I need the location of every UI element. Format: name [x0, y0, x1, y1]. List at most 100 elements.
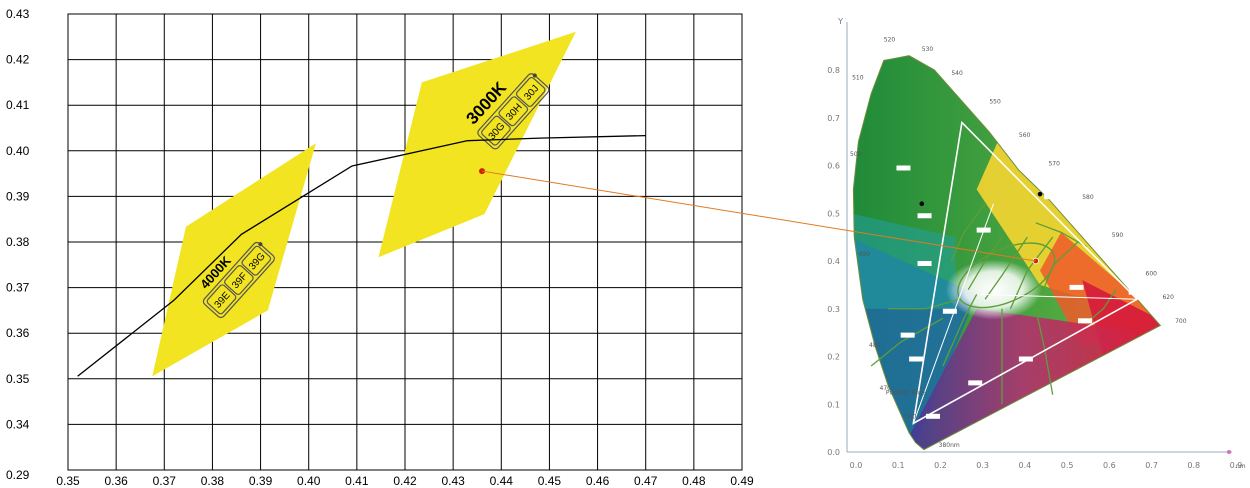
gamut-inner-line	[980, 293, 1138, 300]
y-tick-label: 0.43	[6, 7, 30, 21]
bin-box	[206, 284, 237, 315]
wavelength-label: 560	[1019, 132, 1031, 139]
cie-y-tick: 0.7	[827, 114, 840, 123]
iso-temperature-line	[950, 203, 986, 262]
blackbody-locus-series	[77, 134, 646, 377]
y-tick-label: 0.34	[6, 417, 30, 431]
cie-x-tick: 0.6	[1103, 461, 1116, 470]
annotation-box	[917, 213, 932, 219]
cie-axis-end-dot	[1227, 450, 1231, 454]
annotation-box	[1082, 213, 1097, 219]
wavelength-label: 580	[1082, 194, 1094, 201]
annotation-box	[976, 227, 991, 233]
iso-temperature-line	[1039, 241, 1079, 300]
y-tick-label: 0.42	[6, 53, 30, 67]
cie-y-tick: 0.3	[827, 305, 840, 314]
iso-temperature-line	[942, 294, 978, 367]
cie-y-tick: 0.6	[827, 162, 840, 171]
cie-x-tick: 0.7	[1145, 461, 1158, 470]
annotation-box	[1069, 284, 1084, 290]
cie-y-tick: 0.2	[827, 353, 840, 362]
x-tick-label: 0.49	[730, 474, 754, 488]
cie-y-tick: 0.5	[827, 209, 840, 218]
iso-temperature-line	[967, 236, 1003, 290]
wavelength-label: 460	[905, 414, 917, 421]
annotation-box	[1078, 318, 1092, 324]
annotation-box	[942, 308, 957, 314]
blackbody-locus-line	[77, 134, 646, 377]
annotation-box	[917, 261, 932, 266]
x-tick-label: 0.48	[682, 474, 706, 488]
wavelength-label: 620	[1162, 294, 1174, 301]
bin-box	[224, 265, 254, 295]
cie-y-tick: 0.8	[827, 66, 840, 75]
annotation-box	[1018, 356, 1033, 362]
cie-y-label: Y	[837, 17, 843, 26]
wavelength-label: 540	[951, 70, 963, 77]
iso-temperature-line	[1009, 236, 1054, 310]
cie-x-tick: 0.2	[934, 461, 947, 470]
iso-temperature-line	[1035, 308, 1054, 395]
iso-temperature-line	[1086, 289, 1117, 324]
bin-box	[498, 96, 529, 127]
cie-axes: Y	[837, 17, 1232, 454]
y-tick-label: 0.41	[6, 98, 30, 112]
bin-box	[515, 76, 546, 107]
reference-point	[919, 201, 925, 206]
iso-temperature-line	[888, 298, 960, 310]
y-tick-label: 0.29	[6, 468, 30, 482]
x-tick-label: 0.37	[153, 474, 177, 488]
connector-line	[481, 170, 1036, 262]
x-tick-labels: 0.35 0.36 0.37 0.38 0.39 0.40 0.41 0.42 0.43 0.44…	[56, 474, 754, 488]
bin-chain-end-dot	[258, 242, 263, 247]
cie-1931-diagram: Y 520 530 540 550 560 570 580 590 600 620 700 510 50…	[827, 17, 1246, 470]
x-tick-label: 0.38	[201, 474, 225, 488]
y-tick-label: 0.35	[6, 372, 30, 386]
x-tick-label: 0.39	[249, 474, 273, 488]
cie-x-tick: 0.4	[1019, 461, 1032, 470]
annotation-box	[1111, 261, 1126, 266]
purplish-blue-label: Purplish Blue	[886, 390, 925, 397]
x-tick-label: 0.44	[490, 474, 514, 488]
x-tick-label: 0.36	[104, 474, 128, 488]
y-tick-label: 0.38	[6, 235, 30, 249]
cie-x-tick: 0.5	[1061, 461, 1074, 470]
nm-label: nm	[1236, 463, 1246, 470]
y-tick-labels: 0.43 0.42 0.41 0.40 0.39 0.38 0.37 0.36 0.35 0.34…	[6, 7, 30, 482]
wavelength-label: 480	[869, 342, 881, 349]
y-tick-label: 0.39	[6, 189, 30, 203]
annotation-box	[1044, 194, 1059, 200]
wavelength-label: 500	[850, 151, 862, 158]
annotation-box	[926, 413, 940, 419]
cie-x-tick: 0.1	[892, 461, 905, 470]
spectral-locus-outline	[852, 55, 1162, 451]
wavelength-label: 600	[1146, 270, 1158, 277]
cie-white-point-glow	[945, 259, 1042, 320]
x-tick-label: 0.47	[634, 474, 658, 488]
x-tick-label: 0.35	[56, 474, 80, 488]
annotation-box	[896, 165, 911, 171]
x-tick-label: 0.46	[586, 474, 610, 488]
y-tick-label: 0.37	[6, 281, 30, 295]
wavelength-label: 550	[989, 98, 1001, 105]
x-tick-label: 0.41	[345, 474, 369, 488]
cie-cyan-zone	[853, 213, 956, 309]
wavelength-label: 700	[1175, 318, 1187, 325]
cie-x-tick: 0.9	[1230, 461, 1243, 470]
cie-x-tick: 0.3	[976, 461, 989, 470]
x-tick-label: 0.42	[393, 474, 417, 488]
wavelength-label: 490	[858, 251, 870, 258]
cie-color-gamut: 520 530 540 550 560 570 580 590 600 620 700 510 500 4…	[850, 36, 1246, 470]
cie-x-tick: 0.0	[850, 461, 863, 470]
wavelength-label: 530	[922, 46, 934, 53]
annotation-box	[1128, 289, 1143, 295]
bin-chain-frame	[477, 73, 550, 150]
cie-y-tick: 0.0	[827, 448, 840, 457]
bin-box	[241, 245, 272, 276]
cie-x-tick: 0.8	[1187, 461, 1200, 470]
y-tick-label: 0.40	[6, 144, 30, 158]
bin-chain-end-dot	[532, 73, 537, 78]
wavelength-label: 380nm	[939, 442, 960, 449]
